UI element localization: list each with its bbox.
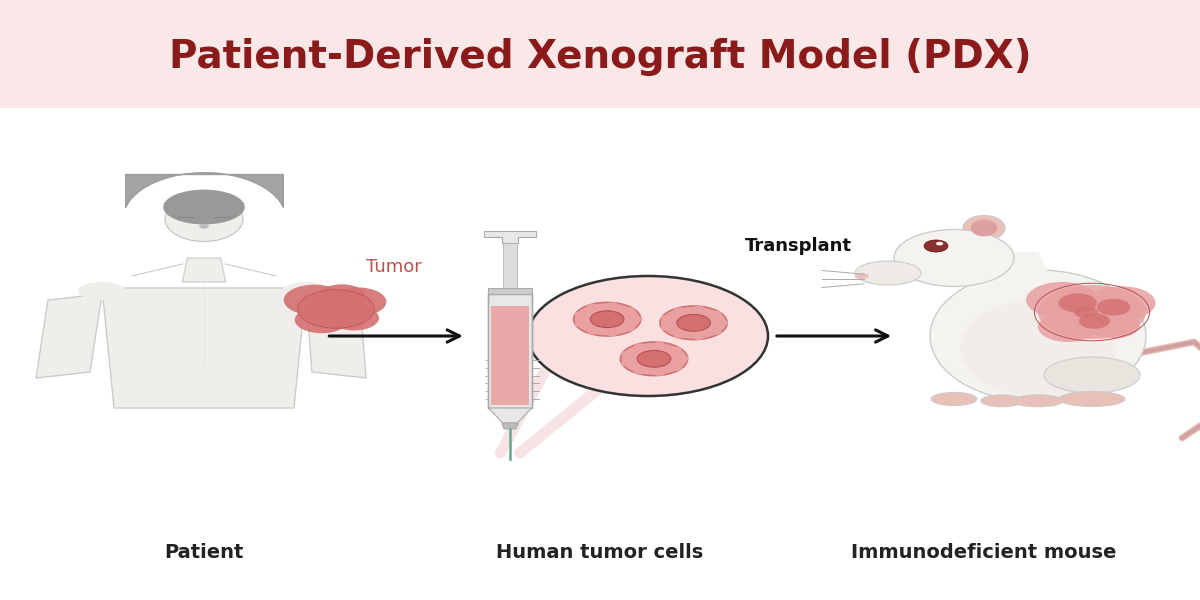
Circle shape [936, 242, 943, 245]
Circle shape [692, 306, 704, 312]
Polygon shape [502, 423, 518, 429]
Ellipse shape [854, 261, 922, 285]
Circle shape [528, 276, 768, 396]
Polygon shape [36, 294, 102, 378]
Circle shape [623, 325, 635, 331]
Polygon shape [306, 294, 366, 378]
Circle shape [1088, 286, 1156, 320]
Circle shape [623, 307, 635, 313]
Ellipse shape [982, 395, 1022, 407]
Circle shape [622, 361, 634, 367]
Circle shape [283, 284, 346, 316]
Circle shape [298, 290, 374, 328]
Circle shape [653, 342, 665, 348]
Circle shape [329, 305, 379, 331]
Ellipse shape [78, 282, 126, 300]
Ellipse shape [163, 190, 245, 224]
Polygon shape [102, 288, 306, 408]
Circle shape [630, 316, 642, 322]
Circle shape [606, 330, 618, 336]
Circle shape [670, 347, 682, 353]
Ellipse shape [1060, 391, 1126, 407]
Circle shape [692, 334, 704, 340]
Circle shape [673, 332, 685, 338]
Ellipse shape [962, 215, 1004, 241]
Ellipse shape [1044, 357, 1140, 393]
Circle shape [622, 351, 634, 357]
Polygon shape [484, 231, 536, 243]
Circle shape [709, 329, 721, 335]
Circle shape [587, 329, 599, 335]
Polygon shape [503, 243, 517, 294]
Ellipse shape [930, 270, 1146, 402]
Ellipse shape [282, 282, 330, 300]
Circle shape [924, 240, 948, 252]
Circle shape [716, 320, 728, 326]
Circle shape [673, 307, 685, 313]
Text: Tumor: Tumor [366, 258, 421, 276]
Circle shape [329, 287, 386, 316]
Ellipse shape [931, 392, 977, 406]
Polygon shape [488, 294, 532, 408]
Circle shape [575, 321, 587, 327]
Circle shape [677, 356, 689, 362]
Polygon shape [491, 306, 529, 405]
Text: Patient-Derived Xenograft Model (PDX): Patient-Derived Xenograft Model (PDX) [169, 38, 1031, 76]
Circle shape [1079, 313, 1110, 329]
Text: Transplant: Transplant [744, 237, 852, 255]
Ellipse shape [960, 300, 1116, 396]
Circle shape [575, 311, 587, 317]
Circle shape [677, 314, 710, 331]
Circle shape [1026, 282, 1098, 318]
Circle shape [295, 307, 348, 333]
Circle shape [660, 306, 727, 340]
Text: Patient: Patient [164, 542, 244, 562]
Ellipse shape [854, 274, 869, 278]
FancyBboxPatch shape [0, 0, 1200, 108]
Circle shape [1058, 293, 1097, 313]
Circle shape [620, 342, 688, 376]
Circle shape [1038, 312, 1098, 342]
Polygon shape [978, 252, 1050, 276]
Ellipse shape [1013, 395, 1063, 407]
Circle shape [1038, 285, 1146, 339]
Circle shape [587, 304, 599, 310]
Ellipse shape [894, 229, 1014, 286]
Circle shape [1087, 312, 1140, 338]
Circle shape [653, 370, 665, 376]
Ellipse shape [971, 220, 997, 236]
Polygon shape [182, 258, 226, 282]
Circle shape [634, 343, 646, 349]
Circle shape [1074, 306, 1098, 318]
Circle shape [661, 325, 673, 331]
Circle shape [709, 311, 721, 317]
Polygon shape [488, 408, 532, 423]
Circle shape [606, 302, 618, 308]
Circle shape [1097, 299, 1130, 316]
Circle shape [574, 302, 641, 336]
Text: Human tumor cells: Human tumor cells [497, 542, 703, 562]
Circle shape [661, 315, 673, 321]
Polygon shape [488, 288, 532, 294]
Circle shape [637, 350, 671, 367]
Circle shape [590, 311, 624, 328]
Text: Immunodeficient mouse: Immunodeficient mouse [851, 542, 1117, 562]
Circle shape [634, 368, 646, 374]
Circle shape [319, 284, 365, 307]
Ellipse shape [166, 196, 244, 241]
Circle shape [670, 365, 682, 371]
Circle shape [199, 224, 209, 229]
